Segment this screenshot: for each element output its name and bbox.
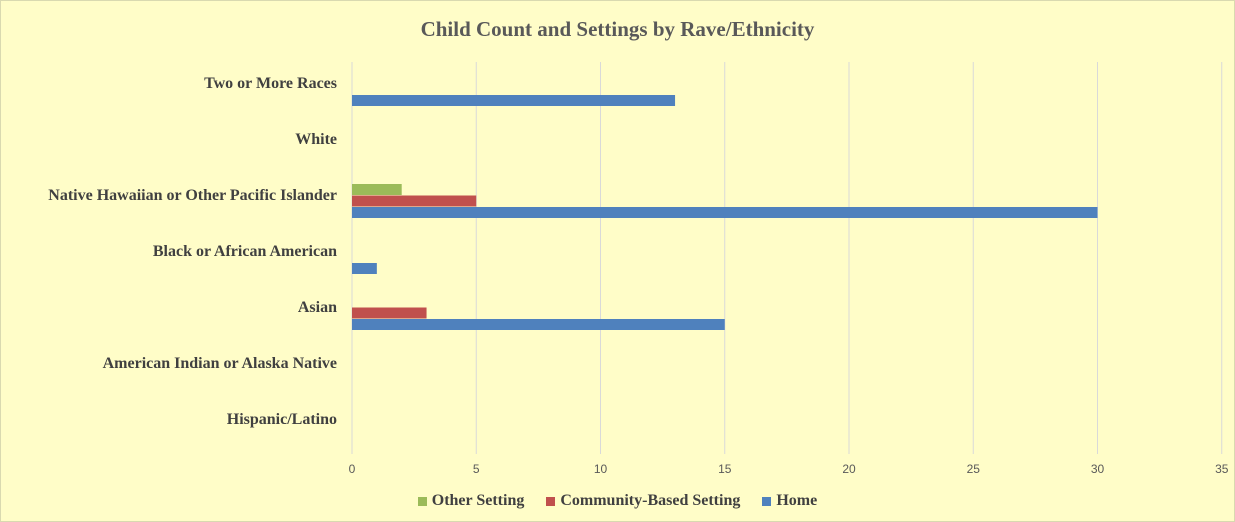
bar-home [352, 263, 377, 274]
legend-label: Community-Based Setting [560, 492, 741, 509]
category-label: White [295, 131, 337, 148]
legend-label: Home [776, 492, 818, 509]
bar-home [352, 207, 1098, 218]
legend-swatch [417, 496, 427, 506]
x-tick-label: 15 [718, 462, 732, 476]
legend-swatch [762, 496, 772, 506]
bar-community-based-setting [352, 195, 477, 207]
category-label: Black or African American [153, 243, 337, 260]
x-tick-label: 10 [594, 462, 608, 476]
legend-item: Other Setting [417, 492, 525, 510]
x-tick-label: 5 [473, 462, 480, 476]
category-label: Native Hawaiian or Other Pacific Islande… [48, 187, 337, 204]
legend-label: Other Setting [431, 492, 525, 509]
bar-community-based-setting [352, 307, 427, 319]
legend-item: Community-Based Setting [546, 492, 740, 510]
x-tick-label: 30 [1091, 462, 1105, 476]
x-tick-label: 25 [967, 462, 981, 476]
chart-title: Child Count and Settings by Rave/Ethnici… [420, 17, 815, 41]
x-tick-label: 20 [842, 462, 856, 476]
category-label: Hispanic/Latino [227, 411, 337, 428]
category-label: American Indian or Alaska Native [103, 355, 337, 372]
legend: Other Setting Community-Based Setting Home [1, 492, 1234, 510]
x-tick-label: 35 [1215, 462, 1229, 476]
bar-other-setting [352, 184, 402, 195]
x-tick-label: 0 [349, 462, 356, 476]
legend-swatch [546, 496, 556, 506]
legend-item: Home [762, 492, 817, 510]
bar-home [352, 95, 676, 106]
category-label: Two or More Races [204, 75, 337, 92]
category-label: Asian [298, 299, 337, 316]
bar-home [352, 319, 725, 330]
